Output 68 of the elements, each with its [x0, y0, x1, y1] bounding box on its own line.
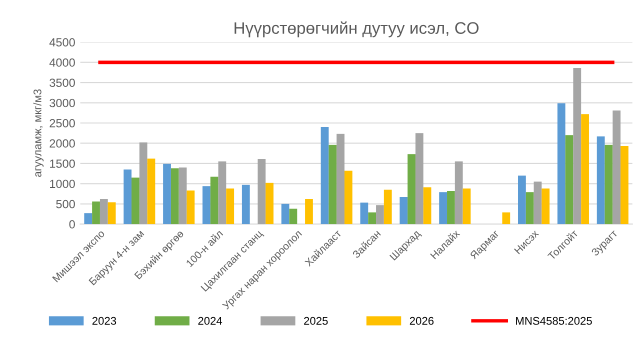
bar	[360, 202, 368, 224]
bar	[573, 68, 582, 224]
bar	[242, 184, 250, 224]
bar	[565, 135, 574, 224]
bar	[534, 182, 542, 224]
bar	[612, 110, 621, 224]
y-tick-label: 4500	[49, 38, 75, 47]
bar	[100, 199, 108, 224]
legend-label: 2025	[304, 316, 328, 325]
bar	[408, 154, 416, 224]
y-tick-label: 2500	[50, 119, 75, 128]
legend-label: MNS4585:2025	[516, 316, 592, 325]
bar	[320, 127, 329, 224]
y-tick-label: 4000	[49, 58, 75, 67]
bar	[328, 144, 337, 224]
y-tick-label: 0	[69, 220, 75, 228]
bar	[139, 142, 148, 224]
bar	[178, 167, 187, 224]
bar	[281, 204, 290, 224]
bar	[124, 170, 132, 224]
y-tick-label: 1000	[50, 180, 75, 188]
y-tick-label: 3500	[50, 78, 75, 87]
bar	[202, 186, 210, 224]
bar	[604, 144, 613, 224]
bar	[502, 212, 510, 224]
bar	[384, 190, 392, 224]
bar	[376, 205, 384, 224]
bar	[439, 192, 448, 224]
bar	[305, 199, 313, 224]
bar	[226, 188, 234, 224]
bar	[289, 208, 298, 224]
bar	[462, 188, 471, 224]
bar	[415, 133, 424, 224]
y-tick-label: 2000	[50, 139, 75, 148]
bar	[92, 201, 100, 224]
bar	[218, 161, 226, 224]
chart-title: Нүүрстөрөгчийн дутуу исэл, CO	[234, 21, 479, 38]
bar	[581, 114, 589, 224]
bar	[147, 158, 156, 224]
legend-label: 2026	[410, 316, 434, 325]
bar	[518, 176, 526, 224]
bar	[186, 190, 195, 224]
bar	[258, 158, 266, 224]
bar	[266, 182, 274, 224]
bar	[84, 213, 92, 224]
bar	[170, 168, 179, 224]
bar	[336, 134, 344, 224]
bar	[108, 202, 116, 224]
bar	[368, 212, 376, 224]
y-axis-title: агууламж, мкг/м3	[33, 89, 44, 177]
legend-label: 2023	[92, 316, 116, 325]
bar	[210, 176, 218, 224]
bar	[132, 178, 140, 224]
y-tick-label: 1500	[50, 159, 75, 168]
bar	[526, 192, 534, 224]
bar	[447, 190, 455, 224]
y-tick-label: 500	[56, 200, 75, 208]
bar	[163, 164, 171, 224]
bar	[620, 146, 628, 224]
bar	[400, 197, 408, 224]
bar	[423, 187, 432, 224]
legend-label: 2024	[198, 316, 222, 325]
bar	[344, 170, 352, 224]
bar	[454, 161, 463, 224]
bar	[557, 103, 566, 224]
y-tick-label: 3000	[50, 98, 75, 108]
bar	[542, 188, 550, 224]
bar	[596, 136, 605, 224]
